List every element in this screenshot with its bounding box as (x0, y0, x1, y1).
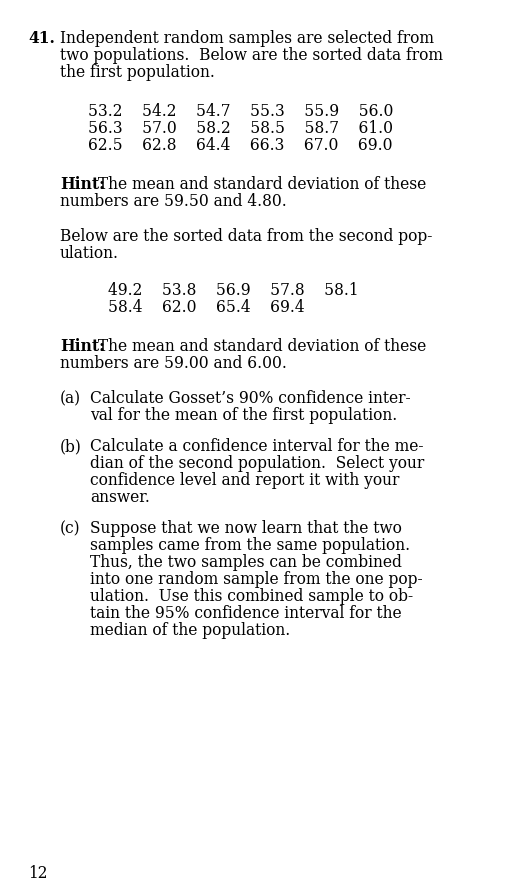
Text: dian of the second population.  Select your: dian of the second population. Select yo… (90, 455, 424, 472)
Text: ulation.  Use this combined sample to ob-: ulation. Use this combined sample to ob- (90, 588, 413, 605)
Text: The mean and standard deviation of these: The mean and standard deviation of these (93, 176, 426, 193)
Text: confidence level and report it with your: confidence level and report it with your (90, 472, 400, 489)
Text: numbers are 59.50 and 4.80.: numbers are 59.50 and 4.80. (60, 193, 287, 210)
Text: tain the 95% confidence interval for the: tain the 95% confidence interval for the (90, 605, 402, 622)
Text: Thus, the two samples can be combined: Thus, the two samples can be combined (90, 554, 402, 571)
Text: Calculate Gosset’s 90% confidence inter-: Calculate Gosset’s 90% confidence inter- (90, 390, 411, 407)
Text: Suppose that we now learn that the two: Suppose that we now learn that the two (90, 520, 402, 537)
Text: 12: 12 (28, 865, 47, 882)
Text: two populations.  Below are the sorted data from: two populations. Below are the sorted da… (60, 47, 443, 64)
Text: numbers are 59.00 and 6.00.: numbers are 59.00 and 6.00. (60, 355, 287, 372)
Text: The mean and standard deviation of these: The mean and standard deviation of these (93, 338, 426, 355)
Text: median of the population.: median of the population. (90, 622, 290, 639)
Text: (a): (a) (60, 390, 81, 407)
Text: 49.2    53.8    56.9    57.8    58.1: 49.2 53.8 56.9 57.8 58.1 (108, 282, 359, 299)
Text: into one random sample from the one pop-: into one random sample from the one pop- (90, 571, 422, 588)
Text: 58.4    62.0    65.4    69.4: 58.4 62.0 65.4 69.4 (108, 299, 305, 316)
Text: samples came from the same population.: samples came from the same population. (90, 537, 410, 554)
Text: 41.: 41. (28, 30, 55, 47)
Text: Hint:: Hint: (60, 176, 105, 193)
Text: (b): (b) (60, 438, 82, 455)
Text: 53.2    54.2    54.7    55.3    55.9    56.0: 53.2 54.2 54.7 55.3 55.9 56.0 (88, 103, 393, 120)
Text: the first population.: the first population. (60, 64, 215, 81)
Text: 62.5    62.8    64.4    66.3    67.0    69.0: 62.5 62.8 64.4 66.3 67.0 69.0 (88, 137, 393, 154)
Text: Calculate a confidence interval for the me-: Calculate a confidence interval for the … (90, 438, 423, 455)
Text: answer.: answer. (90, 489, 150, 506)
Text: Below are the sorted data from the second pop-: Below are the sorted data from the secon… (60, 228, 433, 245)
Text: Independent random samples are selected from: Independent random samples are selected … (60, 30, 434, 47)
Text: Hint:: Hint: (60, 338, 105, 355)
Text: 56.3    57.0    58.2    58.5    58.7    61.0: 56.3 57.0 58.2 58.5 58.7 61.0 (88, 120, 393, 137)
Text: ulation.: ulation. (60, 245, 119, 262)
Text: val for the mean of the first population.: val for the mean of the first population… (90, 407, 397, 424)
Text: (c): (c) (60, 520, 81, 537)
